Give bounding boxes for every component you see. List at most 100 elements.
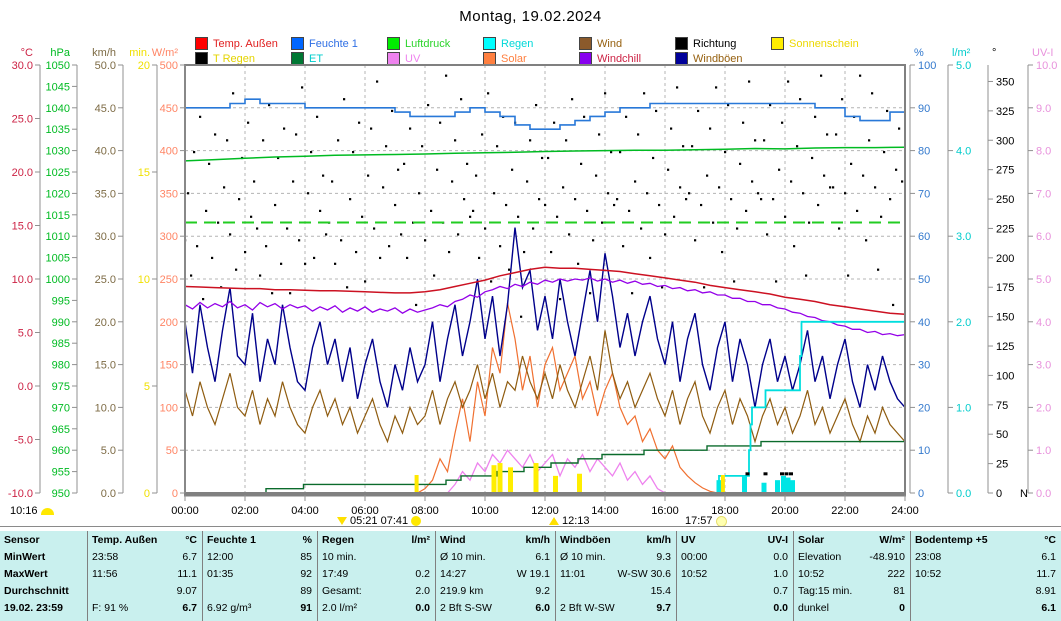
axis-tick-label: 10.0 (1036, 60, 1057, 72)
axis-tick-label: 80 (918, 146, 930, 158)
axis-tick-label: 150 (160, 360, 178, 372)
richtung-scatter-dot (478, 256, 481, 260)
regen-bars (761, 482, 767, 493)
table-separator-line (0, 526, 1061, 527)
richtung-scatter-dot (460, 98, 463, 101)
richtung-scatter-dot (484, 227, 487, 230)
table-cell: 219.9 km (440, 585, 484, 597)
table-row-label: Durchschnitt (4, 583, 82, 600)
richtung-scatter-dot (607, 192, 610, 195)
x-tick-label: 00:00 (171, 505, 199, 517)
axis-unit-label: km/h (92, 47, 116, 59)
axis-tick-label: 15.0 (95, 360, 116, 372)
richtung-scatter-dot (508, 268, 511, 271)
richtung-scatter-dot (700, 203, 703, 207)
sonnenschein-bars (553, 475, 558, 493)
axis-tick-label: 40 (918, 317, 930, 329)
table-value: 0.0 (773, 602, 788, 614)
axis-tick-label: 5.0 (1036, 274, 1051, 286)
axis-tick-label: 1020 (46, 188, 70, 200)
richtung-scatter-dot (391, 109, 394, 113)
table-column: Sensor MinWert MaxWert Durchschnitt 19.02. 2… (0, 531, 87, 621)
axis-tick-label: 20 (918, 402, 930, 414)
legend-label: Windchill (597, 52, 642, 65)
richtung-scatter-dot (418, 192, 421, 195)
axis-tick-label: 1010 (46, 231, 70, 243)
richtung-scatter-dot (562, 186, 565, 189)
richtung-scatter-dot (403, 162, 406, 165)
table-value: 6.1 (535, 551, 550, 563)
table-cell: 01:35 (207, 568, 234, 580)
richtung-scatter-dot (526, 180, 529, 183)
x-tick-label: 22:00 (831, 505, 859, 517)
richtung-scatter-dot (397, 168, 400, 171)
richtung-scatter-dot (868, 139, 871, 142)
richtung-scatter-dot (538, 198, 541, 201)
table-cell: Gesamt: (322, 585, 362, 597)
table-row: 10:52 1.0 (681, 566, 788, 583)
regen-bars (785, 477, 791, 493)
richtung-scatter-dot (841, 98, 844, 101)
richtung-scatter-dot (583, 115, 586, 118)
axis-tick-label: 4.0 (1036, 317, 1051, 329)
richtung-scatter-dot (487, 92, 490, 95)
axis-tick-label: 45.0 (95, 103, 116, 115)
richtung-scatter-dot (652, 156, 655, 160)
richtung-scatter-dot (736, 227, 739, 230)
axis-tick-label: 350 (160, 188, 178, 200)
richtung-scatter-dot (787, 80, 790, 83)
richtung-scatter-dot (373, 227, 376, 230)
x-tick-label: 06:00 (351, 505, 379, 517)
richtung-scatter-dot (655, 109, 658, 113)
legend-label: Regen (501, 37, 534, 50)
richtung-scatter-dot (616, 198, 619, 201)
richtung-scatter-dot (586, 209, 589, 213)
table-value: W 19.1 (516, 568, 550, 580)
richtung-scatter-dot (715, 86, 718, 89)
axis-tick-label: 200 (160, 317, 178, 329)
table-row: 12:00 85 (207, 549, 312, 566)
richtung-scatter-dot (667, 168, 670, 171)
axis-tick-label: 1.0 (1036, 445, 1051, 457)
stats-table: Sensor MinWert MaxWert Durchschnitt 19.02. 2… (0, 531, 1061, 621)
richtung-scatter-dot (766, 233, 769, 236)
richtung-scatter-dot (604, 92, 607, 95)
richtung-scatter-dot (748, 80, 751, 83)
richtung-scatter-dot (901, 180, 904, 183)
richtung-scatter-dot (367, 174, 370, 177)
axis-tick-label: 5.0 (18, 328, 33, 340)
richtung-scatter-dot (490, 280, 493, 283)
richtung-scatter-dot (217, 221, 220, 224)
richtung-scatter-dot (475, 174, 478, 177)
solar (185, 302, 905, 493)
axis-tick-label: 1030 (46, 146, 70, 158)
table-cell: Ø 10 min. (560, 551, 606, 563)
axis-tick-label: 100 (160, 402, 178, 414)
richtung-scatter-dot (361, 215, 364, 218)
et-summe (185, 440, 905, 493)
table-value: 6.1 (1041, 602, 1056, 614)
richtung-scatter-dot (550, 250, 553, 254)
richtung-scatter-dot (883, 151, 886, 154)
richtung-scatter-dot (571, 98, 574, 101)
table-value: 8.91 (1035, 585, 1056, 597)
axis-tick-label: 300 (996, 135, 1014, 147)
axis-tick-label: 5.0 (956, 60, 971, 72)
richtung-scatter-dot (721, 250, 724, 254)
table-cell: Tag:15 min. (798, 585, 853, 597)
richtung-scatter-dot (769, 103, 772, 107)
richtung-scatter-dot (829, 186, 832, 189)
axis-tick-label: 6.0 (1036, 231, 1051, 243)
richtung-scatter-dot (232, 92, 235, 95)
table-cell: MinWert (4, 551, 46, 563)
table-row-label: MaxWert (4, 566, 82, 583)
table-header-row: Bodentemp +5 °C (915, 532, 1056, 549)
richtung-scatter-dot (706, 174, 709, 177)
x-tick-label: 18:00 (711, 505, 739, 517)
richtung-scatter-dot (802, 192, 805, 195)
richtung-scatter-dot (463, 198, 466, 201)
table-value: 89 (300, 585, 312, 597)
table-row: 23:58 6.7 (92, 549, 197, 566)
table-header-name: Temp. Außen (92, 534, 158, 546)
axis-unit-label: % (914, 47, 924, 59)
